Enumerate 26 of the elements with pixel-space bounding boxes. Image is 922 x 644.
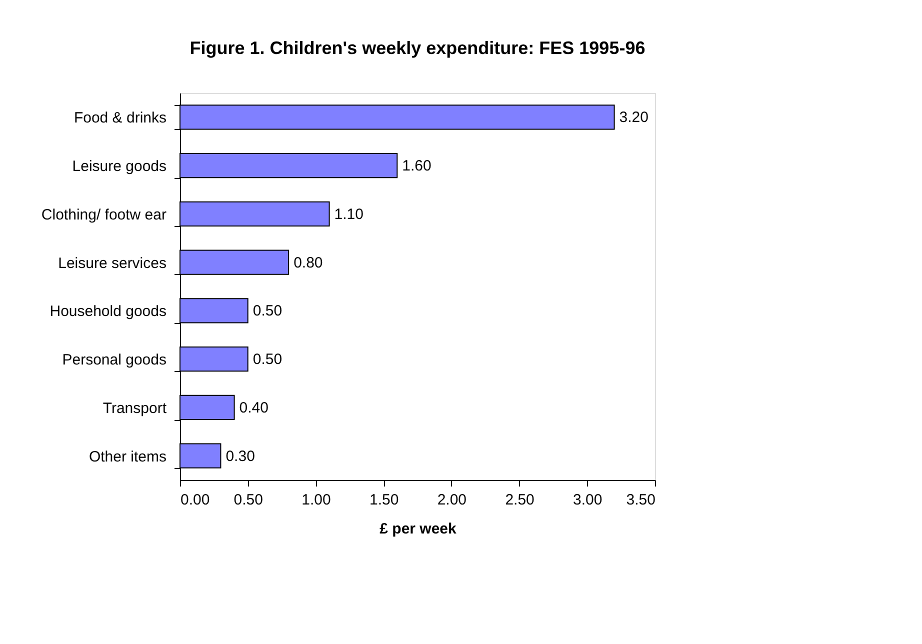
y-tick-label: Transport bbox=[102, 400, 168, 417]
y-tick-label: Leisure goods bbox=[72, 158, 166, 176]
data-label: 1.10 bbox=[334, 206, 364, 223]
data-label: 0.80 bbox=[294, 254, 323, 272]
x-tick-label: 1.00 bbox=[302, 492, 331, 508]
x-tick-label: 3.00 bbox=[573, 492, 602, 508]
y-tick-label: Other items bbox=[88, 448, 166, 466]
data-label: 0.50 bbox=[252, 302, 282, 320]
x-tick-label: 1.50 bbox=[369, 492, 399, 508]
data-label: 0.40 bbox=[239, 399, 268, 416]
x-tick-label: 0.50 bbox=[234, 492, 263, 508]
x-tick-label: 2.50 bbox=[505, 492, 534, 508]
y-tick-label: Personal goods bbox=[62, 352, 166, 369]
data-label: 3.20 bbox=[619, 109, 648, 126]
y-tick-label: Food & drinks bbox=[74, 110, 166, 127]
y-tick-label: Household goods bbox=[50, 303, 166, 320]
y-tick-label: Leisure services bbox=[58, 254, 166, 272]
x-tick-label: 2.00 bbox=[437, 492, 467, 508]
data-label: 0.30 bbox=[226, 448, 255, 465]
data-label: 1.60 bbox=[402, 158, 432, 175]
data-label: 0.50 bbox=[252, 351, 282, 368]
x-tick-label: 0.00 bbox=[180, 492, 210, 508]
x-tick-label: 3.50 bbox=[626, 492, 656, 508]
chart-title: Figure 1. Children's weekly expenditure: FES 1995-96 bbox=[190, 38, 646, 58]
y-tick-label: Clothing/ footw ear bbox=[41, 206, 166, 224]
x-axis-title: £ per week bbox=[380, 520, 458, 538]
